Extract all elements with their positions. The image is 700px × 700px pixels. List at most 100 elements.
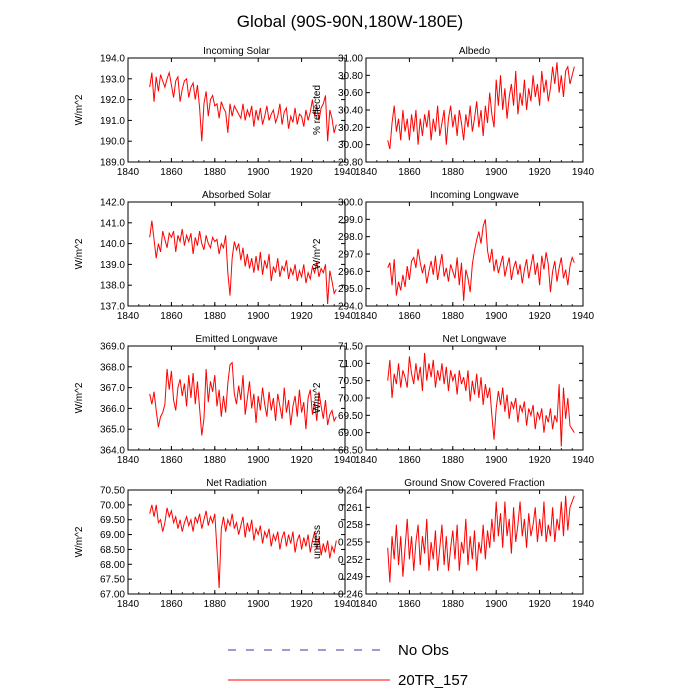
y-tick-label: 70.50 xyxy=(338,376,363,387)
y-tick-label: 366.0 xyxy=(100,404,125,415)
y-tick-label: 0.258 xyxy=(338,520,363,531)
series-line-20tr-157 xyxy=(149,504,337,589)
x-tick-label: 1900 xyxy=(485,455,508,466)
x-tick-label: 1880 xyxy=(442,167,465,178)
y-tick-label: 69.50 xyxy=(100,515,125,526)
x-tick-label: 1840 xyxy=(355,311,378,322)
panel-title: Incoming Longwave xyxy=(430,190,519,201)
y-tick-label: 30.60 xyxy=(338,88,363,99)
x-tick-label: 1880 xyxy=(442,599,465,610)
series-line-20tr-157 xyxy=(387,62,575,150)
y-axis-label: W/m^2 xyxy=(74,526,85,557)
x-tick-label: 1940 xyxy=(334,599,357,610)
y-tick-label: 193.0 xyxy=(100,74,125,85)
x-tick-label: 1840 xyxy=(355,455,378,466)
y-tick-label: 30.20 xyxy=(338,123,363,134)
y-tick-label: 0.261 xyxy=(338,503,363,514)
x-tick-label: 1860 xyxy=(398,311,421,322)
legend-model-label: 20TR_157 xyxy=(398,672,468,689)
x-tick-label: 1880 xyxy=(442,455,465,466)
x-tick-label: 1840 xyxy=(117,599,140,610)
panel-ground-snow-covered-fraction: Ground Snow Covered Fraction 1840 1860 1880… xyxy=(312,478,595,610)
x-tick-label: 1920 xyxy=(290,599,313,610)
y-tick-label: 189.0 xyxy=(100,158,125,169)
x-tick-label: 1940 xyxy=(334,311,357,322)
y-tick-label: 0.264 xyxy=(338,486,363,497)
y-tick-label: 70.50 xyxy=(100,486,125,497)
y-tick-label: 67.50 xyxy=(100,575,125,586)
y-axis-label: W/m^2 xyxy=(312,238,323,269)
y-tick-label: 299.0 xyxy=(338,215,363,226)
panel-title: Albedo xyxy=(459,46,491,57)
plot-frame xyxy=(365,57,584,163)
series-line-20tr-157 xyxy=(149,361,337,436)
y-tick-label: 139.0 xyxy=(100,260,125,271)
x-tick-label: 1920 xyxy=(290,167,313,178)
x-tick-label: 1920 xyxy=(528,167,551,178)
y-tick-label: 68.50 xyxy=(338,446,363,457)
y-tick-label: 71.00 xyxy=(338,359,363,370)
y-tick-label: 0.249 xyxy=(338,572,363,583)
x-tick-label: 1840 xyxy=(355,599,378,610)
y-tick-label: 191.0 xyxy=(100,116,125,127)
x-tick-label: 1900 xyxy=(485,311,508,322)
x-tick-label: 1860 xyxy=(398,455,421,466)
y-tick-label: 190.0 xyxy=(100,137,125,148)
series-line-20tr-157 xyxy=(387,352,575,447)
x-tick-label: 1860 xyxy=(160,167,183,178)
x-tick-label: 1940 xyxy=(334,455,357,466)
x-tick-label: 1900 xyxy=(247,599,270,610)
x-tick-label: 1920 xyxy=(290,311,313,322)
x-tick-label: 1920 xyxy=(528,455,551,466)
panel-title: Net Radiation xyxy=(206,478,267,489)
x-tick-label: 1900 xyxy=(485,167,508,178)
plot-frame xyxy=(365,489,584,595)
y-tick-label: 31.00 xyxy=(338,54,363,65)
y-tick-label: 365.0 xyxy=(100,425,125,436)
x-tick-label: 1860 xyxy=(160,311,183,322)
x-tick-label: 1900 xyxy=(247,455,270,466)
y-tick-label: 0.255 xyxy=(338,538,363,549)
y-tick-label: 68.00 xyxy=(100,560,125,571)
y-tick-label: 30.00 xyxy=(338,140,363,151)
y-tick-label: 296.0 xyxy=(338,267,363,278)
y-tick-label: 368.0 xyxy=(100,362,125,373)
legend-no-obs-label: No Obs xyxy=(398,642,449,659)
panel-title: Incoming Solar xyxy=(203,46,270,57)
y-tick-label: 67.00 xyxy=(100,590,125,601)
y-tick-label: 71.50 xyxy=(338,342,363,353)
x-tick-label: 1940 xyxy=(572,599,595,610)
series-line-20tr-157 xyxy=(149,70,337,142)
panel-absorbed-solar: Absorbed Solar 1840 1860 1880 1900 1920 1940 13… xyxy=(74,190,357,322)
x-tick-label: 1900 xyxy=(247,311,270,322)
y-tick-label: 69.50 xyxy=(338,411,363,422)
x-tick-label: 1940 xyxy=(572,311,595,322)
x-tick-label: 1920 xyxy=(528,599,551,610)
x-tick-label: 1940 xyxy=(572,455,595,466)
y-axis-label: % reflected xyxy=(312,85,323,135)
y-axis-label: W/m^2 xyxy=(312,382,323,413)
x-tick-label: 1920 xyxy=(290,455,313,466)
y-tick-label: 0.252 xyxy=(338,555,363,566)
x-tick-label: 1900 xyxy=(247,167,270,178)
y-tick-label: 70.00 xyxy=(100,500,125,511)
y-axis-label: W/m^2 xyxy=(74,94,85,125)
panel-title: Net Longwave xyxy=(443,334,507,345)
y-tick-label: 294.0 xyxy=(338,302,363,313)
y-tick-label: 192.0 xyxy=(100,95,125,106)
panel-emitted-longwave: Emitted Longwave 1840 1860 1880 1900 1920 1940… xyxy=(74,334,357,466)
panel-title: Ground Snow Covered Fraction xyxy=(404,478,545,489)
y-tick-label: 69.00 xyxy=(100,530,125,541)
x-tick-label: 1860 xyxy=(160,455,183,466)
y-tick-label: 369.0 xyxy=(100,342,125,353)
y-tick-label: 30.40 xyxy=(338,106,363,117)
series-line-20tr-157 xyxy=(149,220,337,304)
y-tick-label: 141.0 xyxy=(100,218,125,229)
x-tick-label: 1860 xyxy=(398,599,421,610)
y-tick-label: 70.00 xyxy=(338,394,363,405)
x-tick-label: 1840 xyxy=(117,455,140,466)
y-tick-label: 297.0 xyxy=(338,250,363,261)
y-tick-label: 298.0 xyxy=(338,232,363,243)
